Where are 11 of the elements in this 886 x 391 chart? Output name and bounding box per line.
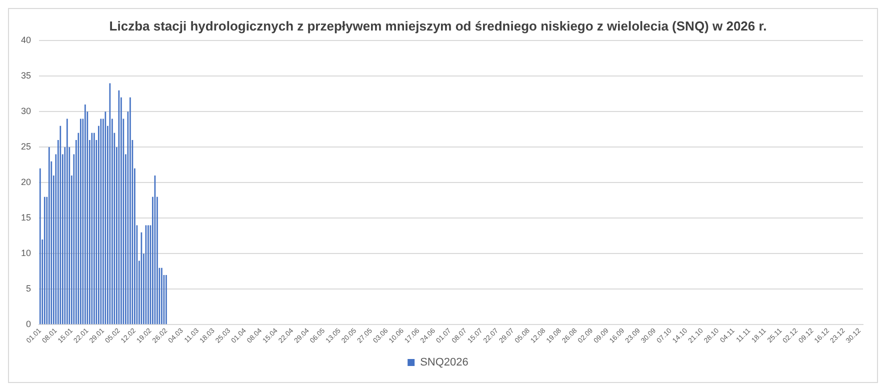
chart-title: Liczba stacji hydrologicznych z przepływem mniejszym od średniego niskiego z wielolecia (SNQ) w 2026 r. <box>109 18 767 34</box>
y-tick-label: 40 <box>20 35 32 46</box>
y-tick-label: 25 <box>20 142 32 152</box>
y-tick-label: 0 <box>26 319 32 330</box>
y-tick-label: 35 <box>20 70 32 81</box>
y-tick-label: 5 <box>26 284 32 294</box>
legend-label: SNQ2026 <box>420 356 468 369</box>
y-tick-label: 30 <box>20 106 32 116</box>
y-tick-label: 15 <box>20 212 32 223</box>
y-tick-label: 20 <box>20 177 32 188</box>
y-tick-label: 10 <box>20 248 32 258</box>
